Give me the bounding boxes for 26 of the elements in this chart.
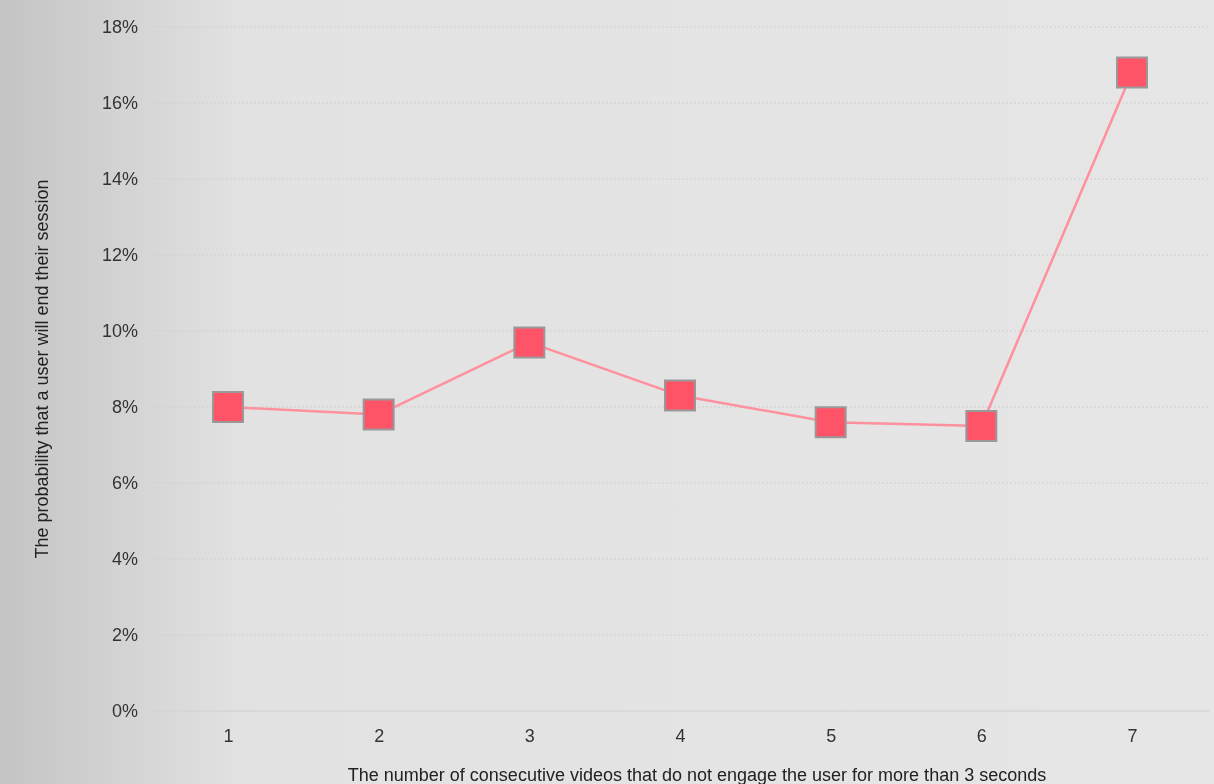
point xyxy=(1116,56,1148,89)
y-tick-label: 8% xyxy=(111,397,138,418)
y-tick-label: 12% xyxy=(101,245,138,266)
point xyxy=(212,391,244,423)
point xyxy=(362,398,395,431)
y-tick-label: 6% xyxy=(111,473,138,494)
x-axis-title: The number of consecutive videos that do not engage the user for more than 3 seconds xyxy=(347,765,1047,784)
point xyxy=(814,406,847,439)
y-tick-label: 2% xyxy=(111,625,138,646)
y-tick-label: 14% xyxy=(101,169,138,190)
x-tick-label: 2 xyxy=(374,725,385,746)
point xyxy=(513,326,546,359)
x-tick-label: 5 xyxy=(826,725,837,746)
y-axis-title: The probability that a user will end their session xyxy=(32,179,52,559)
x-tick-label: 4 xyxy=(675,725,686,746)
x-tick-label: 3 xyxy=(524,725,535,746)
y-tick-label: 4% xyxy=(111,549,138,570)
point xyxy=(664,379,696,412)
y-tick-label: 10% xyxy=(101,321,138,342)
x-tick-label: 1 xyxy=(223,725,234,746)
point xyxy=(965,410,998,442)
y-tick-label: 0% xyxy=(111,701,138,722)
x-tick-label: 7 xyxy=(1127,725,1138,746)
y-tick-label: 18% xyxy=(101,17,138,38)
y-tick-label: 16% xyxy=(101,93,138,114)
x-tick-label: 6 xyxy=(976,725,987,746)
